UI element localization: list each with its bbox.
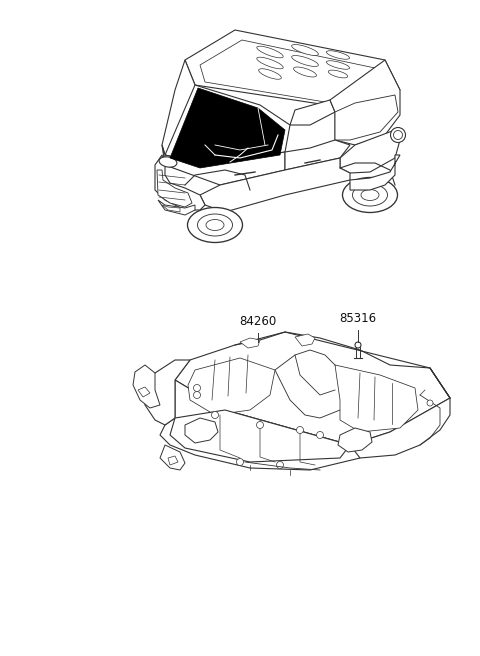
- Ellipse shape: [326, 61, 349, 70]
- Polygon shape: [200, 40, 388, 107]
- Ellipse shape: [326, 51, 349, 59]
- Circle shape: [193, 392, 201, 398]
- Circle shape: [256, 422, 264, 428]
- Polygon shape: [145, 360, 190, 425]
- Polygon shape: [205, 157, 218, 165]
- Polygon shape: [165, 152, 285, 185]
- Text: 84260: 84260: [240, 315, 276, 328]
- Ellipse shape: [352, 184, 387, 206]
- Polygon shape: [155, 155, 205, 210]
- Polygon shape: [335, 365, 418, 432]
- Polygon shape: [170, 410, 350, 462]
- Ellipse shape: [361, 190, 379, 201]
- Ellipse shape: [159, 157, 177, 167]
- Polygon shape: [285, 140, 350, 170]
- Polygon shape: [165, 85, 290, 165]
- Circle shape: [212, 411, 218, 419]
- Circle shape: [193, 384, 201, 392]
- Polygon shape: [175, 332, 450, 445]
- Polygon shape: [162, 205, 180, 212]
- Polygon shape: [200, 158, 350, 212]
- Circle shape: [355, 342, 361, 348]
- Polygon shape: [162, 145, 215, 175]
- Polygon shape: [185, 30, 400, 110]
- Ellipse shape: [188, 207, 242, 243]
- Polygon shape: [350, 155, 400, 190]
- Polygon shape: [162, 60, 220, 165]
- Polygon shape: [330, 60, 400, 145]
- Ellipse shape: [257, 46, 283, 58]
- Ellipse shape: [292, 45, 318, 56]
- Ellipse shape: [294, 67, 316, 77]
- Ellipse shape: [343, 178, 397, 213]
- Polygon shape: [335, 95, 398, 140]
- Ellipse shape: [292, 56, 318, 66]
- Ellipse shape: [391, 127, 406, 142]
- Polygon shape: [138, 387, 150, 397]
- Polygon shape: [188, 358, 275, 415]
- Ellipse shape: [328, 70, 348, 78]
- Circle shape: [276, 462, 284, 468]
- Polygon shape: [168, 456, 178, 465]
- Polygon shape: [350, 368, 450, 458]
- Circle shape: [297, 426, 303, 434]
- Polygon shape: [157, 170, 192, 207]
- Circle shape: [427, 400, 433, 406]
- Polygon shape: [160, 445, 185, 470]
- Circle shape: [237, 459, 243, 466]
- Polygon shape: [240, 338, 260, 348]
- Polygon shape: [295, 334, 315, 346]
- Ellipse shape: [197, 214, 232, 236]
- Ellipse shape: [394, 131, 403, 140]
- Ellipse shape: [206, 220, 224, 230]
- Polygon shape: [340, 130, 400, 173]
- Ellipse shape: [259, 69, 281, 79]
- Polygon shape: [133, 365, 160, 408]
- Polygon shape: [290, 100, 335, 125]
- Polygon shape: [170, 88, 285, 168]
- Polygon shape: [185, 418, 218, 443]
- Ellipse shape: [257, 57, 283, 69]
- Polygon shape: [275, 350, 350, 418]
- Polygon shape: [158, 200, 195, 215]
- Polygon shape: [160, 380, 360, 470]
- Circle shape: [316, 432, 324, 438]
- Polygon shape: [338, 428, 372, 452]
- Text: 85316: 85316: [339, 312, 377, 325]
